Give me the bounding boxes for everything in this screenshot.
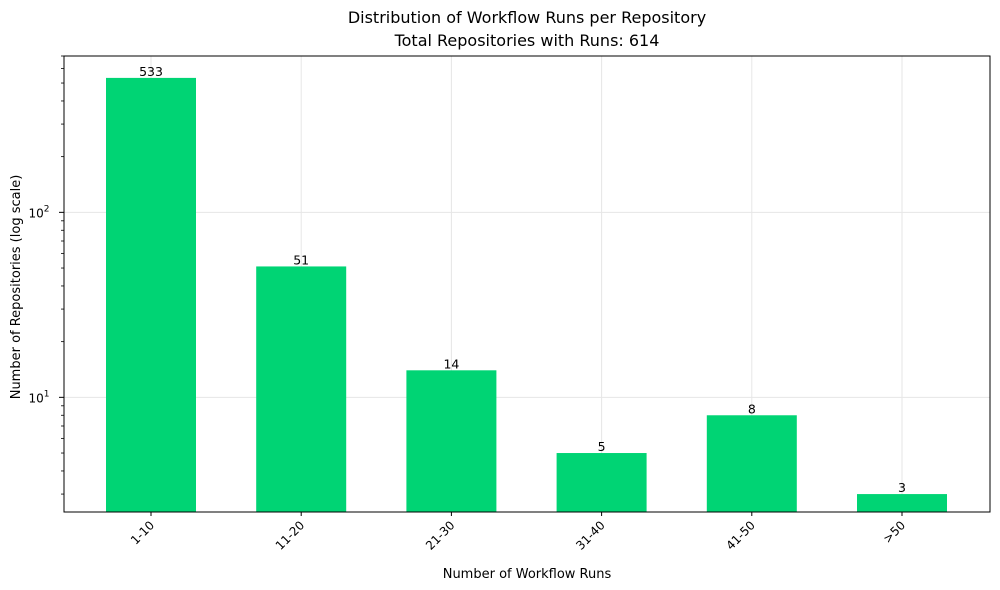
x-axis-ticks: 1-10 11-20 21-30 31-40 41-50 >50 xyxy=(128,512,908,553)
data-label: 51 xyxy=(293,252,309,267)
data-labels: 533 51 14 5 8 3 xyxy=(139,64,906,495)
y-axis-ticks: 101 102 xyxy=(28,55,64,495)
x-tick-label: 1-10 xyxy=(128,518,157,547)
bars xyxy=(106,77,947,512)
x-tick-label: 41-50 xyxy=(723,518,758,553)
bar-41-50 xyxy=(706,415,797,512)
bar->50 xyxy=(857,494,947,512)
bar-11-20 xyxy=(256,266,347,512)
data-label: 533 xyxy=(139,64,163,79)
x-tick-label: >50 xyxy=(880,518,908,546)
bar-1-10 xyxy=(106,77,196,512)
chart-subtitle: Total Repositories with Runs: 614 xyxy=(394,31,660,50)
x-tick-label: 11-20 xyxy=(273,518,308,553)
x-tick-label: 21-30 xyxy=(423,518,458,553)
bar-31-40 xyxy=(556,453,647,512)
y-axis-label: Number of Repositories (log scale) xyxy=(9,175,24,400)
data-label: 8 xyxy=(748,401,756,416)
data-label: 14 xyxy=(443,356,459,371)
chart-title: Distribution of Workflow Runs per Reposi… xyxy=(348,8,706,27)
bar-21-30 xyxy=(406,370,497,512)
x-axis-label: Number of Workflow Runs xyxy=(443,567,612,582)
data-label: 3 xyxy=(898,480,906,495)
data-label: 5 xyxy=(598,439,606,454)
x-tick-label: 31-40 xyxy=(573,518,608,553)
plot-frame xyxy=(63,55,991,513)
y-tick-label: 102 xyxy=(28,204,49,220)
grid xyxy=(64,56,990,512)
y-tick-label: 101 xyxy=(28,389,49,405)
